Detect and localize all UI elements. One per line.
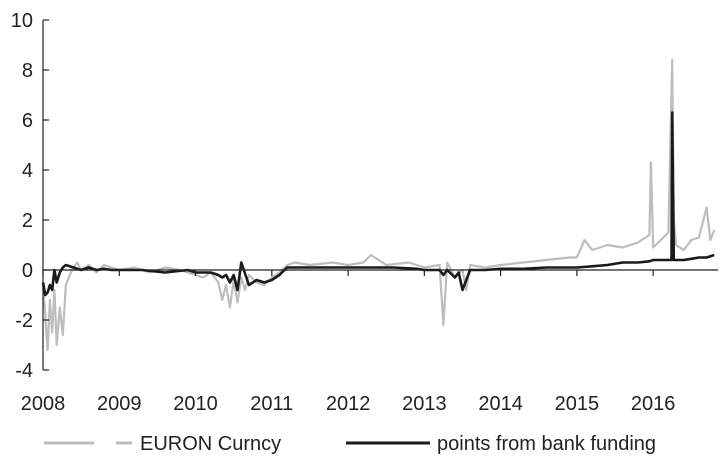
series-line: [41, 58, 716, 352]
y-tick-label: 8: [22, 60, 33, 82]
legend: EURON Curncy points from bank funding: [44, 433, 656, 455]
series-1: [41, 111, 715, 297]
axis-layer: [42, 19, 718, 371]
tick-labels: 10 8 6 4 2 0 -2 -4 2008 2009 2010 2011 2012 2013 2014 2…: [11, 10, 676, 415]
x-tick-label: 2013: [402, 393, 447, 415]
series-0: [41, 58, 716, 352]
x-tick-label: 2009: [97, 393, 142, 415]
x-tick-label: 2010: [173, 393, 218, 415]
x-tick-label: 2014: [478, 393, 523, 415]
series-layer: [41, 58, 716, 352]
x-tick-label: 2008: [21, 393, 66, 415]
x-tick-label: 2015: [555, 393, 600, 415]
y-tick-label: 4: [22, 160, 33, 182]
series-line: [41, 111, 715, 297]
y-tick-label: 6: [22, 110, 33, 132]
legend-label-bank-funding: points from bank funding: [437, 433, 656, 455]
y-tick-label: 2: [22, 210, 33, 232]
x-tick-label: 2012: [326, 393, 371, 415]
y-tick-label: -4: [15, 360, 33, 382]
x-tick-label: 2016: [631, 393, 676, 415]
y-tick-label: -2: [15, 310, 33, 332]
legend-label-euron: EURON Curncy: [140, 433, 281, 455]
y-tick-label: 0: [22, 260, 33, 282]
x-tick-label: 2011: [250, 393, 293, 415]
y-tick-label: 10: [11, 10, 33, 32]
